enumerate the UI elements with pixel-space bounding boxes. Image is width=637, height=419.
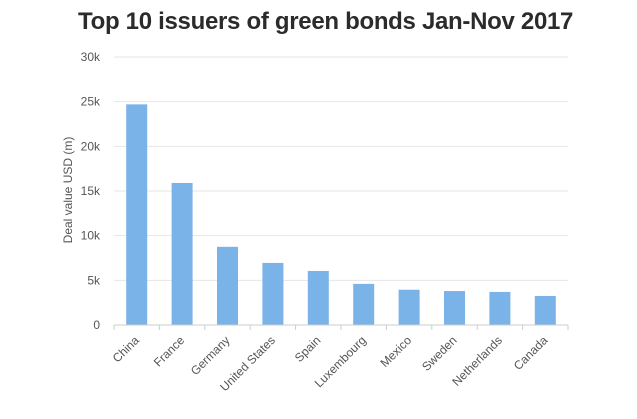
bars (126, 104, 556, 325)
y-tick-label: 0 (93, 318, 100, 332)
chart-title: Top 10 issuers of green bonds Jan-Nov 20… (78, 8, 574, 35)
bar (398, 289, 420, 325)
y-tick-label: 30k (81, 50, 101, 64)
x-tick-label: Spain (292, 333, 324, 365)
bar (353, 283, 375, 325)
bar (307, 270, 329, 325)
bar (262, 262, 284, 325)
bar (217, 246, 238, 325)
x-tick-label: China (110, 333, 142, 365)
y-axis-title: Deal value USD (m) (61, 137, 75, 244)
bar (444, 291, 465, 325)
y-tick-label: 20k (81, 139, 101, 153)
y-tick-label: 10k (81, 229, 101, 243)
y-tick-label: 5k (87, 273, 101, 287)
axes (113, 324, 569, 330)
y-tick-label: 15k (81, 184, 101, 198)
bar (171, 182, 193, 325)
x-tick-label: Mexico (377, 333, 414, 370)
x-tick-label: Sweden (419, 333, 460, 374)
x-tick-label: France (151, 333, 188, 370)
y-tick-labels: 0 5k 10k 15k 20k 25k 30k (81, 50, 101, 332)
y-tick-label: 25k (81, 95, 101, 109)
x-tick-label: Germany (188, 333, 233, 378)
x-tick-label: Canada (511, 333, 551, 373)
bar (489, 291, 511, 325)
bar (126, 104, 148, 325)
bar (534, 295, 556, 325)
